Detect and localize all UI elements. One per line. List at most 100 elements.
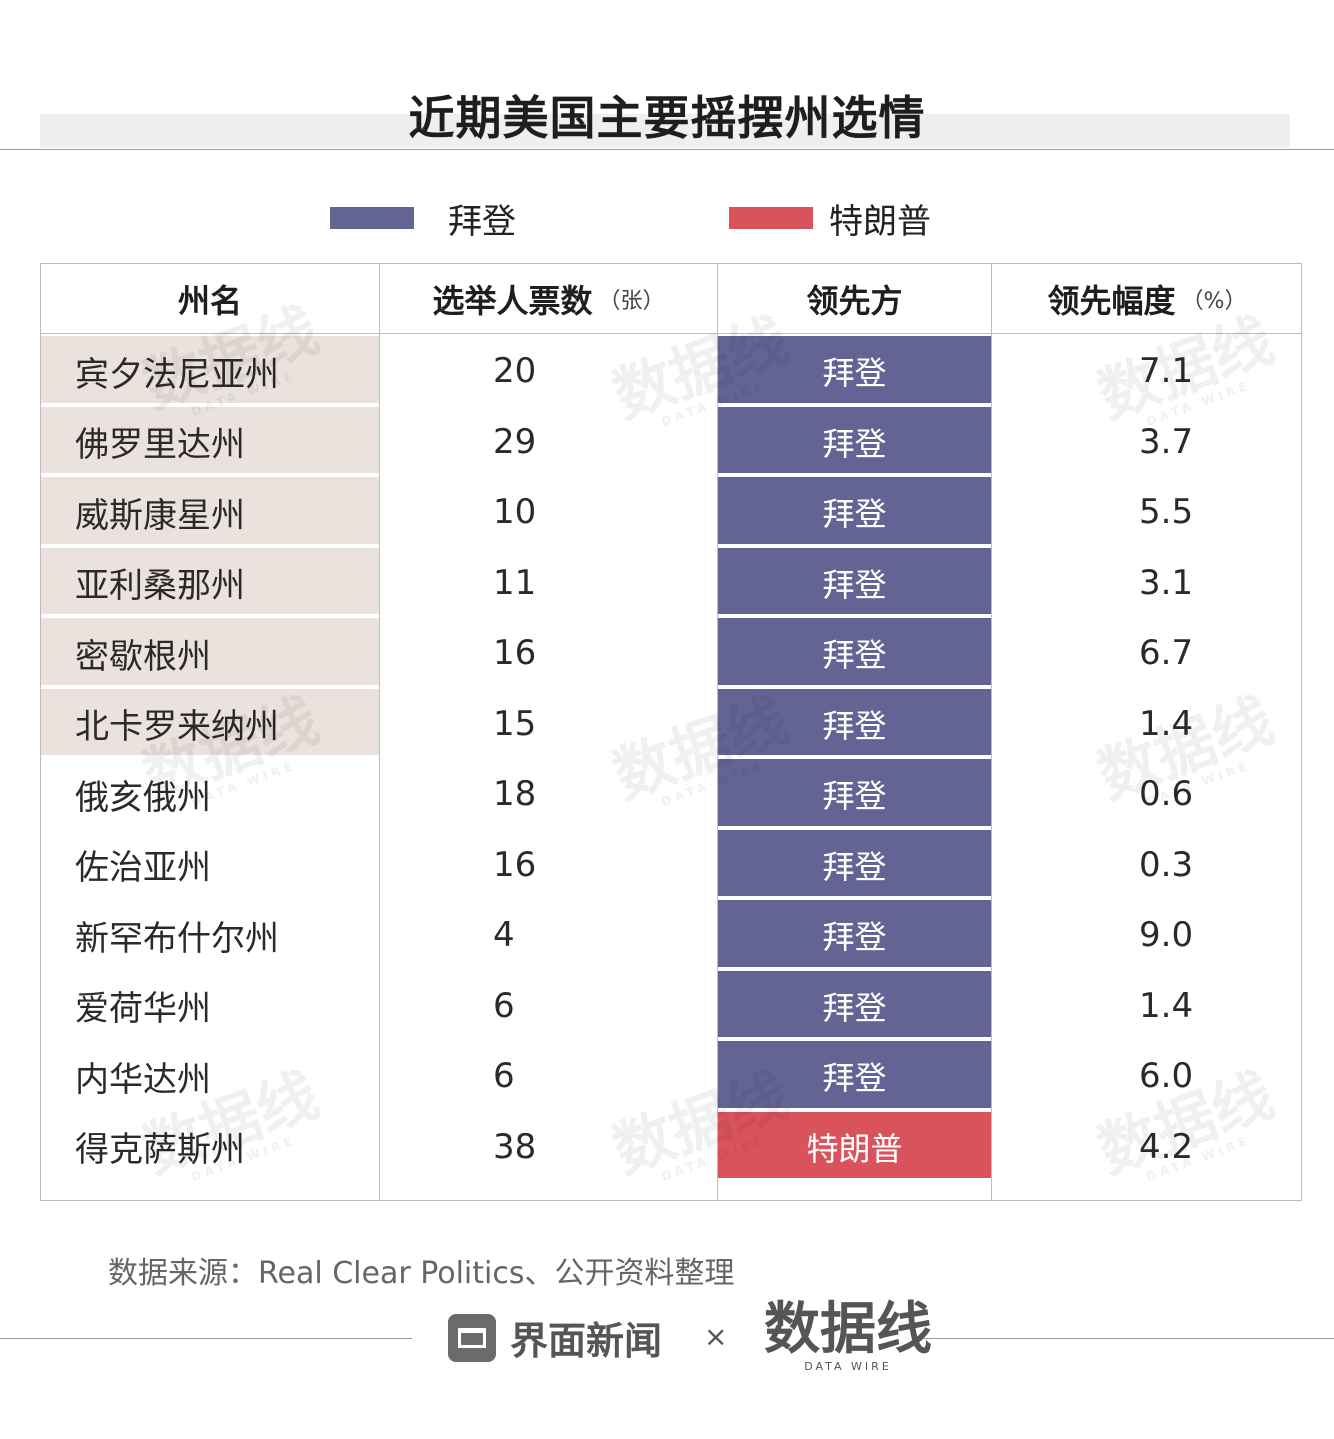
electoral-votes: 29 bbox=[493, 421, 537, 462]
leader-label: 拜登 bbox=[822, 706, 887, 745]
leader-label: 拜登 bbox=[822, 495, 887, 533]
lead-margin: 9.0 bbox=[1139, 915, 1194, 955]
state-name: 密歇根州 bbox=[75, 636, 211, 677]
state-name: 爱荷华州 bbox=[75, 989, 211, 1029]
title-rule bbox=[0, 149, 1334, 150]
header-votes: 选举人票数 （张） bbox=[380, 264, 717, 333]
state-cell-highlight bbox=[41, 688, 379, 755]
header-leader-label: 领先方 bbox=[806, 281, 903, 320]
electoral-votes: 6 bbox=[493, 985, 515, 1026]
leader-cell-bar bbox=[718, 336, 991, 403]
header-votes-label: 选举人票数 bbox=[432, 281, 593, 320]
legend-label-biden: 拜登 bbox=[448, 201, 516, 242]
lead-margin: 1.4 bbox=[1139, 985, 1194, 1026]
leader-label: 拜登 bbox=[822, 424, 887, 463]
lead-margin: 6.7 bbox=[1139, 633, 1194, 673]
state-cell-highlight bbox=[41, 547, 379, 614]
leader-label: 拜登 bbox=[822, 636, 887, 674]
state-name: 佛罗里达州 bbox=[75, 425, 245, 465]
lead-margin: 6.0 bbox=[1139, 1056, 1194, 1096]
footer-rule-left bbox=[0, 1338, 412, 1339]
legend-item-trump: 特朗普 bbox=[729, 196, 931, 242]
electoral-votes: 20 bbox=[493, 351, 537, 391]
leader-cell-bar bbox=[718, 688, 991, 755]
header-votes-unit: （张） bbox=[598, 288, 665, 314]
leader-label: 拜登 bbox=[822, 777, 887, 815]
header-leader: 领先方 bbox=[718, 264, 991, 333]
legend-swatch-trump bbox=[729, 207, 813, 229]
legend-label-trump: 特朗普 bbox=[829, 201, 931, 242]
state-cell-highlight bbox=[41, 618, 379, 685]
lead-margin: 7.1 bbox=[1139, 351, 1194, 391]
leader-cell-bar bbox=[718, 1041, 991, 1108]
electoral-votes: 11 bbox=[493, 562, 537, 603]
leader-cell-bar bbox=[718, 970, 991, 1037]
state-name: 威斯康星州 bbox=[75, 495, 245, 536]
state-name: 北卡罗来纳州 bbox=[75, 707, 279, 747]
brand-separator: × bbox=[704, 1320, 728, 1353]
page-title: 近期美国主要摇摆州选情 bbox=[408, 91, 926, 145]
state-name: 佐治亚州 bbox=[75, 848, 211, 888]
leader-cell-bar bbox=[718, 618, 991, 685]
header-state: 州名 bbox=[41, 264, 379, 333]
header-margin-unit: （%） bbox=[1181, 288, 1247, 314]
footer-rule-right bbox=[912, 1338, 1334, 1339]
leader-label: 拜登 bbox=[822, 847, 887, 886]
leader-cell-bar bbox=[718, 759, 991, 826]
leader-cell-bar bbox=[718, 900, 991, 967]
jiemian-logo-text: 界面新闻 bbox=[510, 1319, 663, 1363]
lead-margin: 5.5 bbox=[1139, 492, 1194, 532]
electoral-votes: 18 bbox=[493, 774, 537, 814]
state-name: 得克萨斯州 bbox=[75, 1130, 245, 1170]
source-note: 数据来源：Real Clear Politics、公开资料整理 bbox=[108, 1256, 735, 1291]
header-margin-label: 领先幅度 bbox=[1047, 281, 1176, 320]
state-name: 新罕布什尔州 bbox=[75, 918, 279, 959]
state-cell-highlight bbox=[41, 406, 379, 473]
datawire-logo-text: 数据线 bbox=[764, 1297, 932, 1362]
datawire-logo-sub: DATA WIRE bbox=[804, 1360, 892, 1373]
electoral-votes: 38 bbox=[493, 1126, 537, 1167]
swing-state-table: 州名 选举人票数 （张） 领先方 领先幅度 （%） 宾夕法尼亚州 20 拜登 7.1 佛… bbox=[40, 263, 1302, 1201]
leader-label: 拜登 bbox=[822, 1059, 887, 1097]
electoral-votes: 6 bbox=[493, 1056, 515, 1096]
electoral-votes: 16 bbox=[493, 633, 537, 673]
state-name: 宾夕法尼亚州 bbox=[75, 354, 279, 395]
title-band bbox=[40, 114, 1290, 148]
leader-cell-bar bbox=[718, 547, 991, 614]
legend-item-biden: 拜登 bbox=[330, 196, 516, 242]
leader-label: 拜登 bbox=[822, 565, 887, 604]
state-cell-highlight bbox=[41, 477, 379, 544]
column-divider-3 bbox=[991, 264, 992, 1200]
jiemian-logo-icon bbox=[448, 1313, 496, 1362]
state-name: 俄亥俄州 bbox=[75, 777, 211, 818]
state-name: 内华达州 bbox=[75, 1059, 211, 1100]
legend-swatch-biden bbox=[330, 207, 414, 229]
leader-label: 拜登 bbox=[822, 988, 887, 1027]
column-divider-1 bbox=[379, 264, 380, 1200]
lead-margin: 1.4 bbox=[1139, 703, 1194, 744]
leader-cell-bar bbox=[718, 406, 991, 473]
footer-brand-jiemian: 界面新闻 bbox=[448, 1310, 662, 1365]
state-cell-highlight bbox=[41, 336, 379, 403]
leader-cell-bar bbox=[718, 1111, 991, 1178]
header-state-label: 州名 bbox=[177, 281, 242, 320]
electoral-votes: 10 bbox=[493, 492, 537, 532]
lead-margin: 4.2 bbox=[1139, 1126, 1194, 1167]
electoral-votes: 4 bbox=[493, 915, 515, 955]
header-margin: 领先幅度 （%） bbox=[992, 264, 1302, 333]
leader-label: 拜登 bbox=[822, 354, 887, 392]
leader-label: 特朗普 bbox=[806, 1129, 903, 1168]
lead-margin: 0.3 bbox=[1139, 844, 1194, 885]
lead-margin: 3.1 bbox=[1139, 562, 1194, 603]
lead-margin: 3.7 bbox=[1139, 421, 1194, 462]
state-name: 亚利桑那州 bbox=[75, 566, 245, 606]
column-divider-2 bbox=[717, 264, 718, 1200]
electoral-votes: 15 bbox=[493, 703, 537, 744]
header-divider bbox=[41, 333, 1301, 334]
footer-brand-datawire: 数据线 DATA WIRE bbox=[764, 1297, 932, 1374]
electoral-votes: 16 bbox=[493, 844, 537, 885]
leader-cell-bar bbox=[718, 829, 991, 896]
lead-margin: 0.6 bbox=[1139, 774, 1194, 814]
leader-cell-bar bbox=[718, 477, 991, 544]
leader-label: 拜登 bbox=[822, 918, 887, 956]
